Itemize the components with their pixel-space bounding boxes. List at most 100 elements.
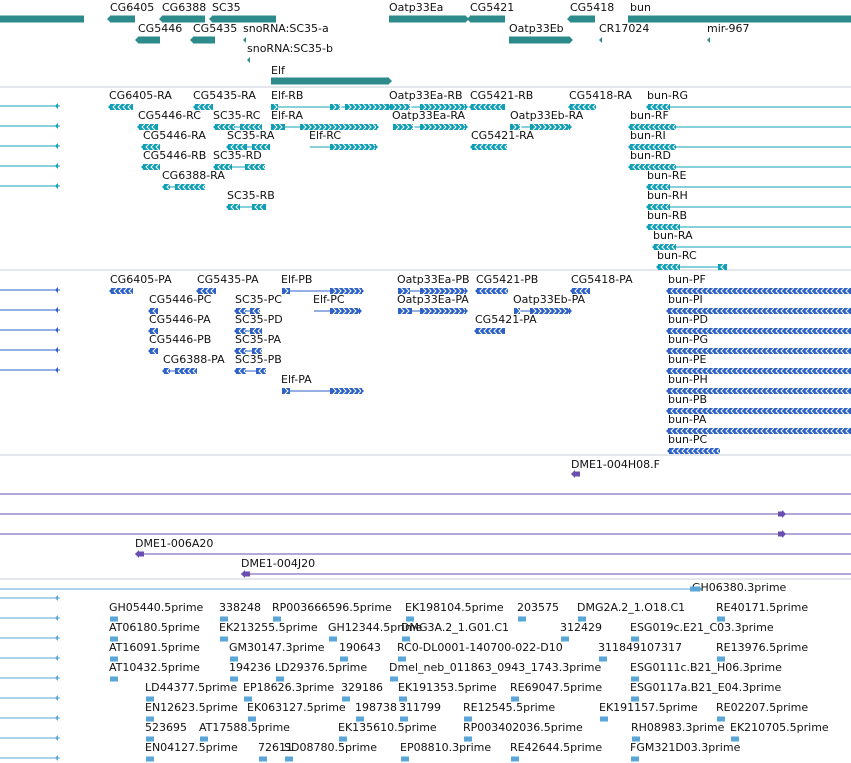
gene-CG6405[interactable]: CG6405: [107, 1, 154, 23]
transcript-Oatp33Ea-RA[interactable]: Oatp33Ea-RA: [392, 109, 468, 131]
est-198738[interactable]: 198738: [355, 701, 397, 722]
transcript-CG5421-PA[interactable]: CG5421-PA: [474, 313, 537, 335]
gene-SC35[interactable]: SC35: [209, 1, 276, 23]
transcript-CG5421-RB[interactable]: CG5421-RB: [469, 89, 533, 111]
est-GH05440.5prime[interactable]: GH05440.5prime: [109, 601, 204, 622]
est-523695[interactable]: 523695: [145, 721, 187, 742]
transcript-Elf-RC[interactable]: Elf-RC: [309, 129, 378, 151]
transcript-bun-RG[interactable]: bun-RG: [646, 89, 851, 111]
gene-snoRNA:SC35-a[interactable]: snoRNA:SC35-a: [243, 22, 329, 43]
transcript-SC35-RA[interactable]: SC35-RA: [226, 129, 275, 151]
est-RE13976.5prime[interactable]: RE13976.5prime: [716, 641, 808, 662]
est-RE02207.5prime[interactable]: RE02207.5prime: [716, 701, 808, 722]
est-FGM321D03.3prime[interactable]: FGM321D03.3prime: [630, 741, 741, 762]
transcript-CG5446-RC[interactable]: CG5446-RC: [137, 109, 201, 131]
est-GH06380.3prime[interactable]: GH06380.3prime: [0, 581, 787, 594]
clone-DME1-006A20[interactable]: DME1-006A20: [135, 537, 851, 558]
est-RE69047.5prime[interactable]: RE69047.5prime: [510, 681, 602, 702]
transcript-bun-PI[interactable]: bun-PI: [666, 293, 851, 315]
transcript-bun-PF[interactable]: bun-PF: [666, 273, 851, 295]
gene-CR17024[interactable]: CR17024: [599, 22, 649, 43]
transcript-bun-RB[interactable]: bun-RB: [646, 209, 851, 231]
clone-DME1-004H08.F[interactable]: DME1-004H08.F: [571, 458, 660, 478]
est-RE40171.5prime[interactable]: RE40171.5prime: [716, 601, 808, 622]
est-AT06180.5prime[interactable]: AT06180.5prime: [109, 621, 200, 642]
est-338248[interactable]: 338248: [219, 601, 261, 622]
est-AT17588.5prime[interactable]: AT17588.5prime: [199, 721, 290, 742]
transcript-Oatp33Eb-RA[interactable]: Oatp33Eb-RA: [510, 109, 584, 131]
est-RH08983.3prime[interactable]: RH08983.3prime: [631, 721, 725, 742]
transcript-SC35-PB[interactable]: SC35-PB: [234, 353, 282, 375]
est-EN12623.5prime[interactable]: EN12623.5prime: [145, 701, 238, 722]
transcript-CG5446-RA[interactable]: CG5446-RA: [141, 129, 206, 151]
transcript-bun-RI[interactable]: bun-RI: [628, 129, 851, 151]
est-EK191353.5prime[interactable]: EK191353.5prime: [398, 681, 497, 702]
transcript-Oatp33Ea-PA[interactable]: Oatp33Ea-PA: [397, 293, 469, 315]
est-GH12344.5prime[interactable]: GH12344.5prime: [328, 621, 423, 642]
est-RP003402036.5prime[interactable]: RP003402036.5prime: [463, 721, 583, 742]
est-DMG3A.2_1.G01.C1[interactable]: DMG3A.2_1.G01.C1: [401, 621, 509, 642]
est-EK063127.5prime[interactable]: EK063127.5prime: [247, 701, 346, 722]
gene-CG5435[interactable]: CG5435: [190, 22, 237, 44]
gene-CG5446[interactable]: CG5446: [135, 22, 182, 44]
transcript-CG6388-PA[interactable]: CG6388-PA: [162, 353, 225, 375]
transcript-Oatp33Ea-RB[interactable]: Oatp33Ea-RB: [389, 89, 468, 111]
transcript-bun-PA[interactable]: bun-PA: [666, 413, 851, 435]
transcript-Elf-PB[interactable]: Elf-PB: [281, 273, 364, 295]
est-SD08780.5prime[interactable]: SD08780.5prime: [284, 741, 377, 762]
est-311799[interactable]: 311799: [399, 701, 441, 722]
est-312429[interactable]: 312429: [560, 621, 602, 642]
transcript-SC35-RD[interactable]: SC35-RD: [213, 149, 267, 171]
transcript-bun-RD[interactable]: bun-RD: [628, 149, 851, 171]
est-EK210705.5prime[interactable]: EK210705.5prime: [730, 721, 829, 742]
gene-mir-967[interactable]: mir-967: [707, 22, 750, 43]
est-RE12545.5prime[interactable]: RE12545.5prime: [463, 701, 555, 722]
transcript-SC35-RB[interactable]: SC35-RB: [226, 189, 275, 211]
transcript-CG5446-PA[interactable]: CG5446-PA: [148, 313, 211, 335]
transcript-bun-RE[interactable]: bun-RE: [646, 169, 851, 191]
est-LD29376.5prime[interactable]: LD29376.5prime: [275, 661, 367, 682]
clone-DME1-004J20[interactable]: DME1-004J20: [241, 557, 851, 578]
gene-Oatp33Ea[interactable]: Oatp33Ea: [389, 1, 469, 23]
gene-Oatp33Eb[interactable]: Oatp33Eb: [509, 22, 573, 44]
transcript-SC35-PC[interactable]: SC35-PC: [234, 293, 282, 315]
transcript-CG6388-RA[interactable]: CG6388-RA: [162, 169, 225, 191]
transcript-bun-PG[interactable]: bun-PG: [666, 333, 851, 355]
est-EK198104.5prime[interactable]: EK198104.5prime: [405, 601, 504, 622]
transcript-CG5421-PB[interactable]: CG5421-PB: [475, 273, 538, 295]
gene-CG5421[interactable]: CG5421: [467, 1, 514, 23]
transcript-CG6405-PA[interactable]: CG6405-PA: [109, 273, 172, 295]
est-ESG019c.E21_C03.3prime[interactable]: ESG019c.E21_C03.3prime: [630, 621, 774, 642]
transcript-CG5446-PB[interactable]: CG5446-PB: [148, 333, 211, 355]
est-329186[interactable]: 329186: [341, 681, 383, 702]
est-EK213255.5prime[interactable]: EK213255.5prime: [219, 621, 318, 642]
transcript-CG5446-RB[interactable]: CG5446-RB: [141, 149, 206, 171]
transcript-Elf-PA[interactable]: Elf-PA: [281, 373, 364, 395]
est-311849107317[interactable]: 311849107317: [598, 641, 682, 662]
est-ESG0117a.B21_E04.3prime[interactable]: ESG0117a.B21_E04.3prime: [630, 681, 781, 702]
gene-bun[interactable]: bun: [628, 1, 851, 23]
est-RP003666596.5prime[interactable]: RP003666596.5prime: [272, 601, 392, 622]
transcript-bun-PE[interactable]: bun-PE: [666, 353, 851, 375]
transcript-Elf-RB[interactable]: Elf-RB: [271, 89, 391, 111]
gene-snoRNA:SC35-b[interactable]: snoRNA:SC35-b: [247, 42, 333, 63]
transcript-CG5435-PA[interactable]: CG5435-PA: [196, 273, 259, 295]
gene-CG6388[interactable]: CG6388: [159, 1, 206, 23]
transcript-Oatp33Eb-PA[interactable]: Oatp33Eb-PA: [513, 293, 586, 315]
est-EN04127.5prime[interactable]: EN04127.5prime: [145, 741, 238, 762]
est-194236[interactable]: 194236: [229, 661, 271, 682]
est-RC0-DL0001-140700-022-D10[interactable]: RC0-DL0001-140700-022-D10: [397, 641, 563, 662]
est-EP18626.3prime[interactable]: EP18626.3prime: [243, 681, 334, 702]
transcript-Oatp33Ea-PB[interactable]: Oatp33Ea-PB: [397, 273, 470, 295]
transcript-CG5446-PC[interactable]: CG5446-PC: [148, 293, 212, 315]
transcript-bun-PD[interactable]: bun-PD: [666, 313, 851, 335]
transcript-bun-PH[interactable]: bun-PH: [666, 373, 851, 395]
est-LD44377.5prime[interactable]: LD44377.5prime: [145, 681, 237, 702]
est-EP08810.3prime[interactable]: EP08810.3prime: [400, 741, 491, 762]
transcript-bun-RA[interactable]: bun-RA: [652, 229, 851, 251]
est-AT16091.5prime[interactable]: AT16091.5prime: [109, 641, 200, 662]
est-EK135610.5prime[interactable]: EK135610.5prime: [338, 721, 437, 742]
transcript-SC35-PD[interactable]: SC35-PD: [234, 313, 283, 335]
est-GM30147.3prime[interactable]: GM30147.3prime: [229, 641, 325, 662]
transcript-bun-RC[interactable]: bun-RC: [656, 249, 727, 271]
